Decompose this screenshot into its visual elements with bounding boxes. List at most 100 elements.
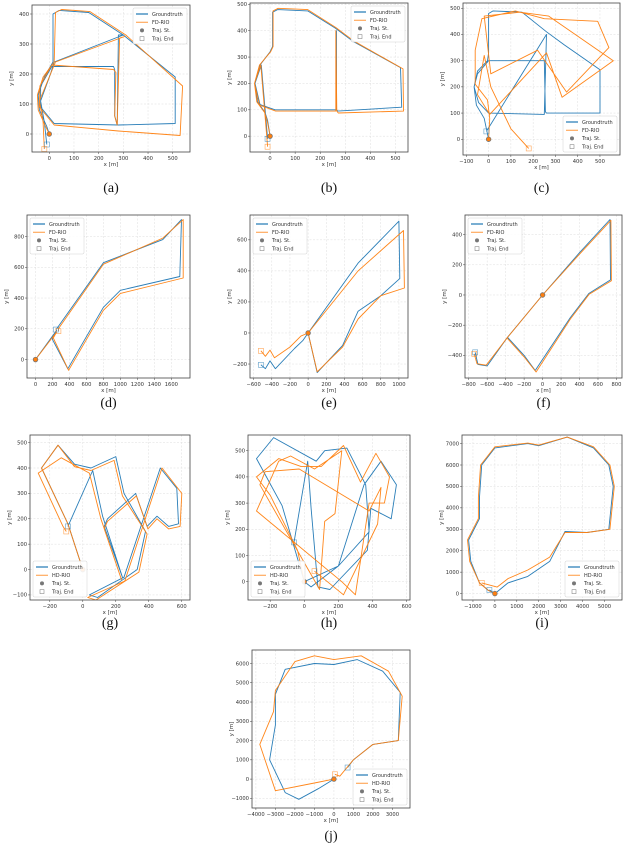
axes-frame xyxy=(31,4,191,153)
legend-entry-label: Traj. St. xyxy=(269,581,289,587)
x-tick-label: −400 xyxy=(499,382,513,388)
legend-box xyxy=(467,217,523,255)
x-tick-label: 3000 xyxy=(386,812,399,818)
x-tick-label: −200 xyxy=(517,382,531,388)
x-axis-label: x [m] xyxy=(322,388,337,394)
x-tick-label: 1400 xyxy=(148,382,161,388)
y-tick-label: 5000 xyxy=(446,484,459,490)
y-tick-label: 200 xyxy=(17,517,27,523)
x-tick-label: 0 xyxy=(34,382,37,388)
legend-entry-label: Traj. End xyxy=(583,589,606,595)
x-tick-label: −400 xyxy=(265,382,279,388)
legend-entry-label: Traj. St. xyxy=(271,238,291,244)
x-tick-label: 300 xyxy=(340,156,350,162)
x-tick-label: 100 xyxy=(69,156,79,162)
legend-entry-label: Groundtruth xyxy=(582,120,613,126)
x-tick-label: −200 xyxy=(283,382,297,388)
axes-frame xyxy=(251,649,411,809)
y-tick-label: 0 xyxy=(242,579,245,585)
groundtruth-line xyxy=(474,219,611,371)
axes-frame xyxy=(249,2,409,153)
legend-entry-label: Traj. End xyxy=(369,34,392,40)
x-tick-label: 100 xyxy=(290,156,300,162)
axes-frame xyxy=(462,2,621,156)
y-tick-label: 0 xyxy=(21,357,24,363)
y-tick-label: 2000 xyxy=(236,738,249,744)
groundtruth-line xyxy=(41,444,179,598)
y-tick-label: 200 xyxy=(14,327,24,333)
y-tick-label: 600 xyxy=(14,265,24,271)
legend-entry-label: Groundtruth xyxy=(370,10,401,16)
y-tick-label: 0 xyxy=(244,134,247,140)
legend-entry-label: Traj. St. xyxy=(369,26,389,32)
traj-end-marker-estimate xyxy=(264,143,271,150)
y-tick-label: 300 xyxy=(235,501,245,507)
x-tick-label: −3000 xyxy=(267,812,285,818)
x-tick-label: 1000 xyxy=(392,382,405,388)
legend: Groundtruth HD-RIO Traj. St. Traj. End xyxy=(250,560,306,598)
legend-entry-label: HD-RIO xyxy=(52,573,70,579)
y-axis-label: y [m] xyxy=(227,70,233,85)
legend-entry-label: Traj. St. xyxy=(51,581,71,587)
subfigure-label: (c) xyxy=(533,181,550,196)
x-tick-label: 200 xyxy=(528,159,538,165)
x-tick-label: 400 xyxy=(144,604,154,610)
y-tick-label: 400 xyxy=(235,475,245,481)
y-tick-label: 300 xyxy=(237,55,247,61)
y-axis-label: y [m] xyxy=(442,289,448,304)
y-tick-label: 400 xyxy=(19,12,29,18)
y-tick-label: 800 xyxy=(14,234,24,240)
y-tick-label: 0 xyxy=(456,591,459,597)
y-tick-label: 5000 xyxy=(236,681,249,687)
traj-start-marker xyxy=(32,356,39,363)
legend: Groundtruth FD-RIO Traj. St. Traj. End xyxy=(350,5,406,43)
subfigure-label: (b) xyxy=(320,181,338,196)
legend-entry-label: FD-RIO xyxy=(49,230,66,236)
subfigure-label: (f) xyxy=(536,396,551,411)
legend-entry-label: Groundtruth xyxy=(584,565,615,571)
groundtruth-line xyxy=(256,437,397,590)
legend-entry-label: Traj. St. xyxy=(371,789,391,795)
x-axis-label: x [m] xyxy=(534,165,549,171)
legend-entry-label: Traj. St. xyxy=(581,136,601,142)
traj-end-marker-estimate xyxy=(311,568,318,574)
legend-end-swatch xyxy=(139,36,145,41)
traj-end-marker-groundtruth xyxy=(472,349,478,356)
legend-entry-label: Traj. End xyxy=(151,36,174,42)
legend: Groundtruth FD-RIO Traj. St. Traj. End xyxy=(29,217,85,255)
y-tick-label: 200 xyxy=(237,81,247,87)
x-tick-label: 3000 xyxy=(554,604,567,610)
y-tick-label: −200 xyxy=(448,323,462,329)
x-tick-label: 400 xyxy=(368,604,378,610)
legend: Groundtruth HD-RIO Traj. St. Traj. End xyxy=(32,560,88,598)
estimate-line xyxy=(254,7,404,147)
subfigure-label: (h) xyxy=(320,616,338,631)
traj-end-marker-estimate xyxy=(525,145,532,152)
x-tick-label: 5000 xyxy=(598,604,611,610)
groundtruth-line xyxy=(35,219,182,370)
x-tick-label: 600 xyxy=(81,382,91,388)
legend-start-swatch xyxy=(475,238,479,243)
estimate-line xyxy=(256,445,390,596)
x-axis-label: x [m] xyxy=(104,162,119,168)
x-tick-label: 2000 xyxy=(366,812,379,818)
legend-box xyxy=(32,560,88,598)
x-axis-label: x [m] xyxy=(535,610,550,616)
x-tick-label: 200 xyxy=(321,382,331,388)
subfigure-label: (g) xyxy=(101,616,119,631)
subplot-a: 0 100 200 300 400 500 0 100 200 300 400 x [m] y [m] G… xyxy=(9,4,191,168)
subplot-c: −100 0 100 200 300 400 500 0 100 200 300 400 500 x [m… xyxy=(440,2,621,171)
subfigure-label: (i) xyxy=(535,616,549,631)
subplot-e: −600 −400 −200 0 200 400 600 800 1000 −200 0 200 400… xyxy=(227,214,409,394)
legend-box xyxy=(352,768,408,806)
x-tick-label: 800 xyxy=(376,382,386,388)
subplot-i: −1000 0 1000 2000 3000 4000 5000 0 1000 2000 3000 4… xyxy=(439,434,623,616)
y-axis-label: y [m] xyxy=(9,71,15,86)
y-tick-label: 300 xyxy=(450,58,460,64)
y-tick-label: 300 xyxy=(19,42,29,48)
x-tick-label: 600 xyxy=(177,604,187,610)
legend-entry-label: FD-RIO xyxy=(487,230,504,236)
x-tick-label: −2000 xyxy=(286,812,304,818)
legend-entry-label: Groundtruth xyxy=(49,222,80,228)
x-tick-label: 0 xyxy=(306,382,309,388)
